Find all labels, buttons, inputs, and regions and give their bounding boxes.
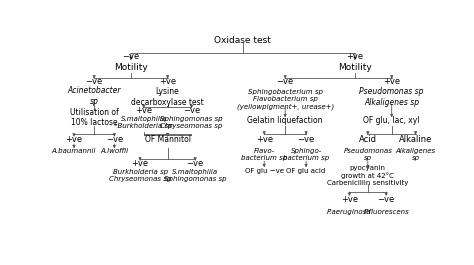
Text: +ve: +ve	[255, 135, 273, 144]
Text: Alkaligenes
sp: Alkaligenes sp	[395, 148, 436, 161]
Text: −ve: −ve	[106, 135, 123, 144]
Text: pyocyanin
growth at 42°C
Carbenicillin sensitivity: pyocyanin growth at 42°C Carbenicillin s…	[327, 165, 409, 186]
Text: Sphingo-
bacterium sp: Sphingo- bacterium sp	[283, 148, 329, 161]
Text: Pseudomonas
sp: Pseudomonas sp	[343, 148, 392, 161]
Text: −ve: −ve	[187, 159, 204, 168]
Text: Alkaline: Alkaline	[399, 135, 432, 144]
Text: Utilisation of
10% lactose: Utilisation of 10% lactose	[70, 108, 118, 127]
Text: Acinetobacter
sp: Acinetobacter sp	[67, 86, 121, 106]
Text: Gelatin liquefaction: Gelatin liquefaction	[247, 116, 323, 125]
Text: +ve: +ve	[135, 106, 152, 115]
Text: Sphingomonas sp
Chryseomonas sp: Sphingomonas sp Chryseomonas sp	[160, 116, 223, 129]
Text: Lysine
decarboxylase test: Lysine decarboxylase test	[131, 87, 204, 107]
Text: S.maltophilia
*Burkholderia sp: S.maltophilia *Burkholderia sp	[114, 116, 173, 129]
Text: Acid: Acid	[359, 135, 377, 144]
Text: +ve: +ve	[346, 52, 364, 61]
Text: +ve: +ve	[341, 195, 358, 204]
Text: −ve: −ve	[276, 77, 294, 86]
Text: −ve: −ve	[183, 106, 200, 115]
Text: P.fluorescens: P.fluorescens	[363, 209, 409, 215]
Text: Motility: Motility	[338, 63, 372, 72]
Text: +ve: +ve	[159, 77, 176, 86]
Text: A.baumannii: A.baumannii	[52, 148, 96, 154]
Text: +ve: +ve	[131, 159, 149, 168]
Text: −ve: −ve	[298, 135, 315, 144]
Text: A.lwoffii: A.lwoffii	[100, 148, 128, 154]
Text: +ve: +ve	[65, 135, 82, 144]
Text: Oxidase test: Oxidase test	[215, 37, 271, 46]
Text: +ve: +ve	[383, 77, 400, 86]
Text: OF glu acid: OF glu acid	[286, 167, 326, 174]
Text: OF glu, lac, xyl: OF glu, lac, xyl	[364, 116, 420, 125]
Text: OF Mannitol: OF Mannitol	[145, 135, 191, 144]
Text: Sphingobacterium sp
Flavobacterium sp
(yellowpigment+, urease+): Sphingobacterium sp Flavobacterium sp (y…	[237, 89, 334, 109]
Text: Flavo-
bacterium sp: Flavo- bacterium sp	[241, 148, 287, 161]
Text: S.maltophilia
Sphingomonas sp: S.maltophilia Sphingomonas sp	[164, 169, 227, 182]
Text: −ve: −ve	[378, 195, 395, 204]
Text: Motility: Motility	[114, 63, 148, 72]
Text: −ve: −ve	[85, 77, 103, 86]
Text: OF glu −ve: OF glu −ve	[245, 167, 284, 174]
Text: P.aeruginosa: P.aeruginosa	[327, 209, 372, 215]
Text: Pseudomonas sp
Alkaligenes sp: Pseudomonas sp Alkaligenes sp	[359, 87, 424, 107]
Text: Burkholderia sp
Chryseomonas sp: Burkholderia sp Chryseomonas sp	[109, 169, 171, 182]
Text: −ve: −ve	[122, 52, 139, 61]
